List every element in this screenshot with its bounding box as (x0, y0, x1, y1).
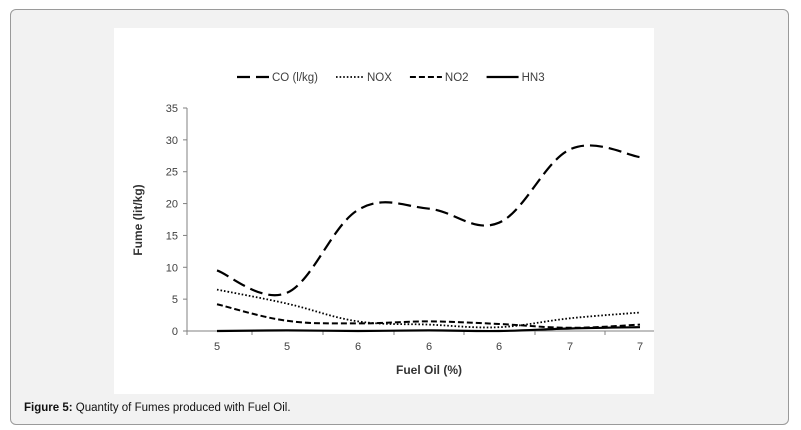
x-tick-label: 7 (637, 341, 643, 353)
y-tick-label: 10 (166, 262, 178, 274)
x-tick-label: 6 (496, 341, 502, 353)
chart-card: CO (l/kg) NOX NO2 HN3 0 5 10 15 20 25 30 35 5 5 6 6 6 7 7… (114, 28, 677, 394)
fume-line-chart: CO (l/kg) NOX NO2 HN3 0 5 10 15 20 25 30 35 5 5 6 6 6 7 7… (131, 72, 677, 377)
x-tick-label: 6 (426, 341, 432, 353)
figure-frame: CO (l/kg) NOX NO2 HN3 0 5 10 15 20 25 30 35 5 5 6 6 6 7 7… (10, 9, 789, 425)
chart-lines (216, 144, 641, 333)
series-line-hn3 (216, 326, 641, 333)
y-tick-label: 25 (166, 167, 178, 179)
x-tick-label: 5 (284, 341, 290, 353)
x-tick-label: 6 (355, 341, 361, 353)
x-axis-title: Fuel Oil (%) (396, 363, 462, 377)
legend-label: NO2 (445, 72, 469, 84)
legend-label: HN3 (522, 72, 545, 84)
chart-legend: CO (l/kg) NOX NO2 HN3 (237, 72, 545, 84)
legend-label: NOX (367, 72, 392, 84)
caption-text: Quantity of Fumes produced with Fuel Oil… (75, 402, 291, 414)
x-tick-label: 5 (214, 341, 220, 353)
y-tick-label: 35 (166, 103, 178, 115)
y-axis-title: Fume (lit/kg) (131, 184, 145, 255)
figure-caption: Figure 5: Quantity of Fumes produced wit… (24, 402, 291, 414)
caption-label: Figure 5: (24, 402, 73, 414)
x-tick-label: 7 (567, 341, 573, 353)
y-tick-label: 5 (172, 294, 178, 306)
series-line-co-l-kg (216, 144, 641, 297)
legend-label: CO (l/kg) (272, 72, 318, 84)
series-line-nox (216, 288, 641, 329)
y-tick-label: 20 (166, 199, 178, 211)
y-tick-label: 15 (166, 230, 178, 242)
chart-axes: 0 5 10 15 20 25 30 35 5 5 6 6 6 7 7 (166, 103, 677, 353)
y-tick-label: 30 (166, 135, 178, 147)
y-tick-label: 0 (172, 326, 178, 338)
series-line-no2 (216, 303, 641, 329)
